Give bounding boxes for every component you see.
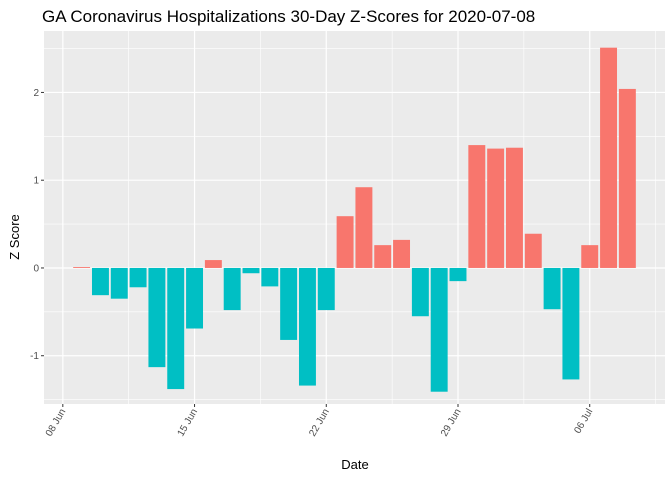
bar (600, 47, 618, 268)
bar (110, 267, 128, 299)
bar (468, 145, 486, 268)
x-tick-label: 29 Jun (439, 407, 464, 439)
bar (562, 267, 580, 380)
x-axis: 08 Jun 15 Jun 22 Jun 29 Jun 06 Jul (44, 404, 595, 439)
bar (543, 267, 561, 310)
x-tick-label: 15 Jun (176, 407, 201, 439)
bar (355, 187, 373, 268)
bar (129, 267, 147, 288)
bar (148, 267, 166, 368)
bar (411, 267, 429, 317)
y-axis: -1 0 1 2 (30, 88, 44, 362)
x-tick-label: 08 Jun (44, 407, 69, 439)
bar (204, 260, 222, 268)
y-tick-label: 2 (33, 88, 39, 99)
bar (280, 267, 298, 340)
plot-panel (44, 31, 665, 404)
bars (73, 47, 636, 392)
y-tick-label: -1 (30, 351, 39, 362)
bar (167, 267, 185, 390)
bar (430, 267, 448, 392)
bar (317, 267, 335, 311)
bar (449, 267, 467, 282)
x-tick-label: 06 Jul (572, 407, 595, 436)
bar (91, 267, 109, 296)
y-axis-title: Z Score (7, 214, 22, 260)
chart-title: GA Coronavirus Hospitalizations 30-Day Z… (42, 7, 535, 26)
bar (336, 216, 354, 268)
bar (186, 267, 204, 329)
x-axis-title: Date (341, 457, 368, 472)
bar (618, 88, 636, 268)
bar (487, 148, 505, 268)
minor-gridlines (44, 31, 665, 404)
x-tick-label: 22 Jun (307, 407, 332, 439)
bar (374, 245, 392, 268)
bar (261, 267, 279, 287)
bar (581, 245, 599, 268)
major-gridlines (44, 31, 665, 404)
bar (524, 233, 542, 268)
y-tick-label: 0 (33, 263, 39, 274)
bar (223, 267, 241, 311)
bar (242, 267, 260, 274)
bar (73, 267, 91, 268)
y-tick-label: 1 (33, 176, 39, 187)
bar (393, 239, 411, 268)
bar (505, 147, 523, 268)
bar (298, 267, 316, 386)
